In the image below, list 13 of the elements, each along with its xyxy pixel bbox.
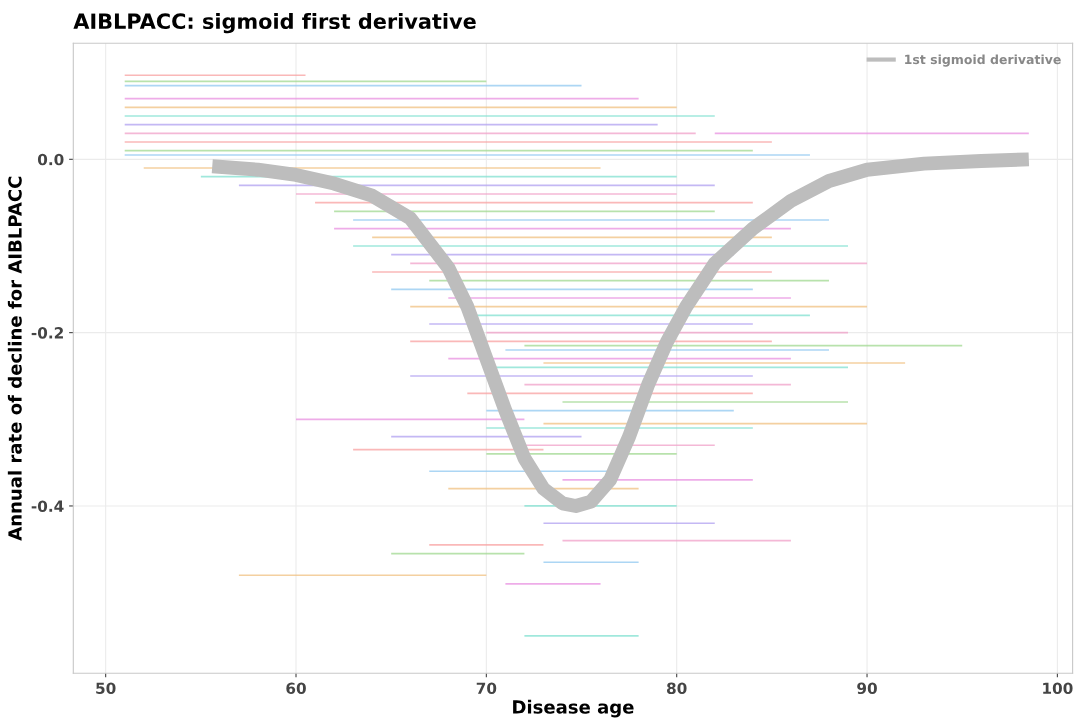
x-axis-title: Disease age bbox=[513, 699, 634, 718]
x-tick-label: 50 bbox=[96, 682, 116, 695]
x-tick-label: 60 bbox=[286, 682, 306, 695]
legend-label: 1st sigmoid derivative bbox=[905, 54, 1061, 67]
chart-title: AIBLPACC: sigmoid first derivative bbox=[73, 12, 476, 34]
x-tick-label: 90 bbox=[857, 682, 877, 695]
x-tick-label: 100 bbox=[1043, 682, 1073, 695]
x-tick-label: 70 bbox=[476, 682, 497, 695]
y-tick-label: 0.0 bbox=[37, 153, 64, 166]
y-tick-label: -0.2 bbox=[31, 327, 63, 339]
x-tick-label: 80 bbox=[667, 682, 687, 695]
y-axis-title: Annual rate of decline for AIBLPACC bbox=[7, 176, 22, 541]
y-tick-label: -0.4 bbox=[31, 500, 64, 512]
